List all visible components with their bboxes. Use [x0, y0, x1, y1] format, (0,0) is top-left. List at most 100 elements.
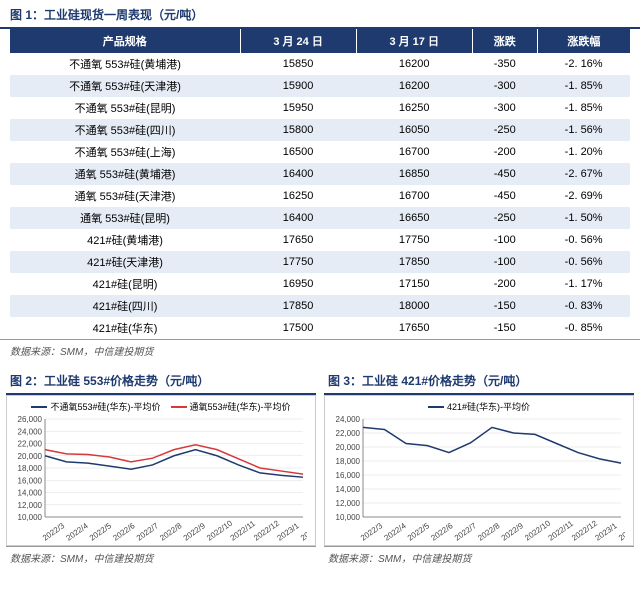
table-row: 421#硅(黄埔港)1765017750-100-0. 56% — [10, 229, 630, 251]
table-row: 不通氧 553#硅(四川)1580016050-250-1. 56% — [10, 119, 630, 141]
svg-text:2022/8: 2022/8 — [158, 521, 184, 543]
table-cell: 421#硅(四川) — [10, 295, 240, 317]
legend-swatch — [31, 406, 47, 408]
svg-text:2022/3: 2022/3 — [359, 521, 385, 543]
table-cell: -300 — [472, 97, 537, 119]
figure1-title: 图 1：工业硅现货一周表现（元/吨） — [0, 0, 640, 29]
svg-text:10,000: 10,000 — [336, 513, 361, 522]
table-header: 涨跌幅 — [537, 29, 630, 53]
figure2-box: 不通氧553#硅(华东)-平均价通氧553#硅(华东)-平均价 10,00012… — [6, 395, 316, 546]
svg-text:2022/6: 2022/6 — [429, 521, 455, 543]
svg-text:24,000: 24,000 — [336, 415, 361, 424]
table-cell: 17500 — [240, 317, 356, 339]
legend-swatch — [171, 406, 187, 408]
figure2-source: 数据来源：SMM，中信建投期货 — [6, 546, 316, 573]
table-cell: 16650 — [356, 207, 472, 229]
svg-text:2022/9: 2022/9 — [182, 521, 208, 543]
svg-text:18,000: 18,000 — [336, 457, 361, 466]
table-cell: 通氧 553#硅(黄埔港) — [10, 163, 240, 185]
table-cell: -2. 67% — [537, 163, 630, 185]
table-cell: -150 — [472, 295, 537, 317]
table-cell: 17650 — [356, 317, 472, 339]
legend-swatch — [428, 406, 444, 408]
svg-text:2022/6: 2022/6 — [111, 521, 137, 543]
svg-text:12,000: 12,000 — [336, 499, 361, 508]
figure3-box: 421#硅(华东)-平均价 10,000 12,000 14,000 16,000 18… — [324, 395, 634, 546]
table-cell: -1. 85% — [537, 97, 630, 119]
table-cell: 15850 — [240, 53, 356, 75]
table-cell: -350 — [472, 53, 537, 75]
figure2-chart: 10,00012,00014,00016,00018,00020,00022,0… — [11, 415, 307, 543]
svg-text:20,000: 20,000 — [18, 452, 43, 461]
svg-text:2022/5: 2022/5 — [88, 521, 114, 543]
svg-text:2023/2: 2023/2 — [617, 521, 625, 543]
table-cell: 17750 — [356, 229, 472, 251]
figure1-source: 数据来源：SMM，中信建投期货 — [0, 339, 640, 366]
table-cell: -0. 56% — [537, 229, 630, 251]
table-cell: 16250 — [356, 97, 472, 119]
table-cell: 16850 — [356, 163, 472, 185]
table-cell: 16400 — [240, 163, 356, 185]
legend-item: 421#硅(华东)-平均价 — [428, 400, 530, 413]
table-cell: 通氧 553#硅(天津港) — [10, 185, 240, 207]
table-cell: -300 — [472, 75, 537, 97]
legend-label: 不通氧553#硅(华东)-平均价 — [50, 400, 160, 413]
table-header: 3 月 24 日 — [240, 29, 356, 53]
table-cell: 17150 — [356, 273, 472, 295]
figure3-title: 图 3：工业硅 421#价格走势（元/吨） — [324, 366, 634, 395]
svg-text:14,000: 14,000 — [336, 485, 361, 494]
svg-text:18,000: 18,000 — [18, 464, 43, 473]
svg-text:16,000: 16,000 — [336, 471, 361, 480]
table-cell: -0. 85% — [537, 317, 630, 339]
table-header: 3 月 17 日 — [356, 29, 472, 53]
table-cell: 15950 — [240, 97, 356, 119]
table-cell: -2. 16% — [537, 53, 630, 75]
table-cell: 16050 — [356, 119, 472, 141]
table-cell: 421#硅(华东) — [10, 317, 240, 339]
table-cell: 17750 — [240, 251, 356, 273]
table-cell: 16500 — [240, 141, 356, 163]
table-header: 涨跌 — [472, 29, 537, 53]
table-cell: 421#硅(天津港) — [10, 251, 240, 273]
table-cell: 15800 — [240, 119, 356, 141]
table-cell: 不通氧 553#硅(天津港) — [10, 75, 240, 97]
table-cell: -2. 69% — [537, 185, 630, 207]
table-cell: -200 — [472, 273, 537, 295]
svg-text:26,000: 26,000 — [18, 415, 43, 424]
table-cell: -100 — [472, 251, 537, 273]
table-cell: -250 — [472, 207, 537, 229]
svg-text:2022/9: 2022/9 — [500, 521, 526, 543]
figure3-col: 图 3：工业硅 421#价格走势（元/吨） 421#硅(华东)-平均价 10,0… — [324, 366, 634, 573]
price-table: 产品规格3 月 24 日3 月 17 日涨跌涨跌幅 不通氧 553#硅(黄埔港)… — [10, 29, 630, 339]
table-cell: 16250 — [240, 185, 356, 207]
charts-row: 图 2：工业硅 553#价格走势（元/吨） 不通氧553#硅(华东)-平均价 通氧… — [0, 366, 640, 577]
table-cell: 18000 — [356, 295, 472, 317]
figure3-source: 数据来源：SMM，中信建投期货 — [324, 546, 634, 573]
svg-text:22,000: 22,000 — [336, 429, 361, 438]
table-cell: -1. 56% — [537, 119, 630, 141]
svg-text:2023/2: 2023/2 — [299, 521, 307, 543]
table-cell: 16200 — [356, 53, 472, 75]
svg-text:2022/4: 2022/4 — [382, 521, 408, 543]
table-row: 421#硅(天津港)1775017850-100-0. 56% — [10, 251, 630, 273]
table-cell: -1. 50% — [537, 207, 630, 229]
table-cell: -0. 83% — [537, 295, 630, 317]
table-row: 通氧 553#硅(黄埔港)1640016850-450-2. 67% — [10, 163, 630, 185]
svg-text:22,000: 22,000 — [18, 440, 43, 449]
legend-label: 通氧553#硅(华东)-平均价 — [190, 400, 291, 413]
table-header: 产品规格 — [10, 29, 240, 53]
svg-text:20,000: 20,000 — [336, 443, 361, 452]
figure2-col: 图 2：工业硅 553#价格走势（元/吨） 不通氧553#硅(华东)-平均价 通氧… — [6, 366, 316, 573]
table-row: 不通氧 553#硅(昆明)1595016250-300-1. 85% — [10, 97, 630, 119]
table-cell: 通氧 553#硅(昆明) — [10, 207, 240, 229]
table-cell: 16200 — [356, 75, 472, 97]
svg-text:2022/4: 2022/4 — [64, 521, 90, 543]
svg-text:2022/7: 2022/7 — [453, 521, 479, 543]
table-cell: 17650 — [240, 229, 356, 251]
svg-text:2022/8: 2022/8 — [476, 521, 502, 543]
svg-text:14,000: 14,000 — [18, 489, 43, 498]
table-cell: -150 — [472, 317, 537, 339]
table-row: 421#硅(昆明)1695017150-200-1. 17% — [10, 273, 630, 295]
table-cell: 421#硅(黄埔港) — [10, 229, 240, 251]
figure2-title: 图 2：工业硅 553#价格走势（元/吨） — [6, 366, 316, 395]
